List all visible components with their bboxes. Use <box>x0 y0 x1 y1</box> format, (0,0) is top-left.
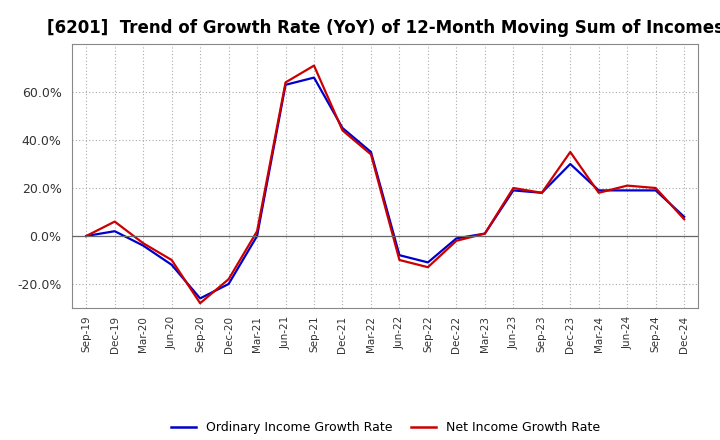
Ordinary Income Growth Rate <box>110 228 119 234</box>
Ordinary Income Growth Rate <box>509 188 518 193</box>
Net Income Growth Rate <box>139 241 148 246</box>
Net Income Growth Rate <box>452 238 461 243</box>
Ordinary Income Growth Rate <box>282 82 290 88</box>
Legend: Ordinary Income Growth Rate, Net Income Growth Rate: Ordinary Income Growth Rate, Net Income … <box>166 416 605 439</box>
Net Income Growth Rate <box>338 128 347 133</box>
Ordinary Income Growth Rate <box>423 260 432 265</box>
Ordinary Income Growth Rate <box>480 231 489 236</box>
Ordinary Income Growth Rate <box>595 188 603 193</box>
Ordinary Income Growth Rate <box>338 125 347 131</box>
Net Income Growth Rate <box>680 216 688 222</box>
Line: Ordinary Income Growth Rate: Ordinary Income Growth Rate <box>86 77 684 298</box>
Net Income Growth Rate <box>253 228 261 234</box>
Net Income Growth Rate <box>566 149 575 154</box>
Net Income Growth Rate <box>196 301 204 306</box>
Net Income Growth Rate <box>366 152 375 157</box>
Line: Net Income Growth Rate: Net Income Growth Rate <box>86 66 684 303</box>
Net Income Growth Rate <box>652 185 660 191</box>
Ordinary Income Growth Rate <box>82 233 91 238</box>
Title: [6201]  Trend of Growth Rate (YoY) of 12-Month Moving Sum of Incomes: [6201] Trend of Growth Rate (YoY) of 12-… <box>47 19 720 37</box>
Ordinary Income Growth Rate <box>395 253 404 258</box>
Ordinary Income Growth Rate <box>623 188 631 193</box>
Net Income Growth Rate <box>395 257 404 263</box>
Ordinary Income Growth Rate <box>366 149 375 154</box>
Ordinary Income Growth Rate <box>537 190 546 195</box>
Ordinary Income Growth Rate <box>652 188 660 193</box>
Ordinary Income Growth Rate <box>680 214 688 220</box>
Ordinary Income Growth Rate <box>566 161 575 167</box>
Ordinary Income Growth Rate <box>167 262 176 268</box>
Net Income Growth Rate <box>82 233 91 238</box>
Ordinary Income Growth Rate <box>196 296 204 301</box>
Net Income Growth Rate <box>480 231 489 236</box>
Net Income Growth Rate <box>509 185 518 191</box>
Net Income Growth Rate <box>282 80 290 85</box>
Net Income Growth Rate <box>225 277 233 282</box>
Net Income Growth Rate <box>537 190 546 195</box>
Net Income Growth Rate <box>310 63 318 68</box>
Ordinary Income Growth Rate <box>310 75 318 80</box>
Net Income Growth Rate <box>110 219 119 224</box>
Net Income Growth Rate <box>423 264 432 270</box>
Ordinary Income Growth Rate <box>253 233 261 238</box>
Net Income Growth Rate <box>167 257 176 263</box>
Ordinary Income Growth Rate <box>225 281 233 286</box>
Net Income Growth Rate <box>595 190 603 195</box>
Net Income Growth Rate <box>623 183 631 188</box>
Ordinary Income Growth Rate <box>452 236 461 241</box>
Ordinary Income Growth Rate <box>139 243 148 248</box>
